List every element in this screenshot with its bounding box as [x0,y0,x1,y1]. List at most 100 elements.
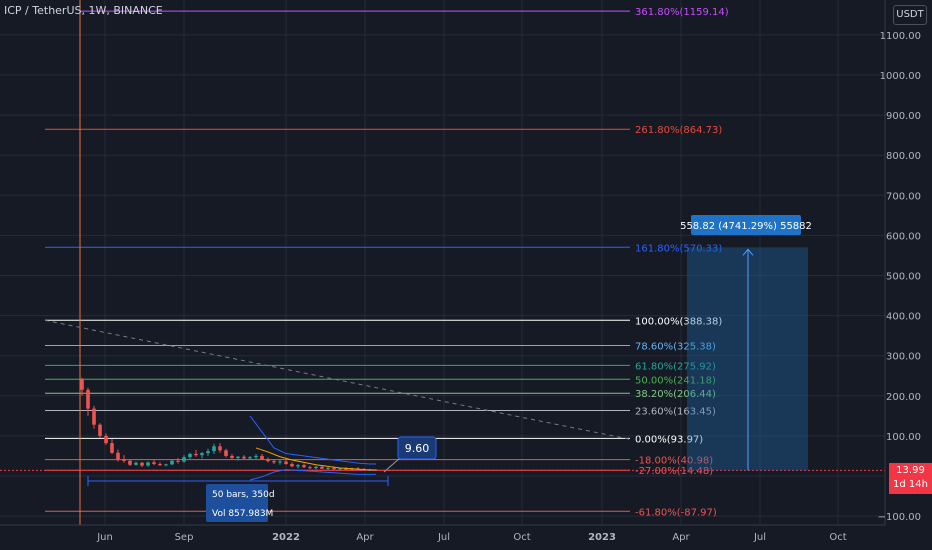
candle-body [374,469,378,471]
envelope-lower [249,469,376,481]
fib-level-label: 23.60%(163.45) [635,406,716,417]
candle-body [128,460,132,465]
fib-level-label: -27.00%(14.48) [635,466,713,477]
candle-body [140,462,144,466]
price-tick-label: 200.00 [886,392,921,403]
candle-body [164,464,168,466]
last-price-value: 13.99 [896,465,925,476]
candle-body [194,453,198,456]
price-tick-label: 500.00 [886,272,921,283]
time-tick-label: 2023 [588,532,616,543]
candle-body [290,463,294,467]
callout-box [397,436,437,460]
candle-body [272,461,276,463]
drawings: 558.82 (4741.29%) 55882 50 bars, 350d Vol … [0,0,885,525]
fib-level-label: 100.00%(388.38) [635,316,722,327]
candle-body [182,457,186,462]
candle-body [218,446,222,451]
last-price-badge: 13.99 1d 14h [889,463,932,494]
quote-unit-badge[interactable]: USDT [893,5,927,25]
candle-body [80,378,84,390]
candle-body [266,459,270,462]
time-tick-label: Oct [513,532,530,543]
candle-body [170,460,174,465]
date-range-bars: 50 bars, 350d [212,490,275,500]
candle-body [302,465,306,468]
price-tick-label: −100.00 [878,512,921,523]
candle-body [236,456,240,458]
candle-body [152,462,156,464]
candle-body [260,455,264,460]
candle-body [254,455,258,458]
candle-body [134,462,138,465]
fib-level-label: 361.80%(1159.14) [635,7,729,18]
time-tick-label: Oct [829,532,846,543]
candle-body [98,424,102,436]
moving-average [255,447,377,471]
candle-body [326,467,330,469]
candle-body [230,455,234,458]
candles [80,377,378,481]
price-tick-label: 900.00 [886,111,921,122]
candle-body [284,461,288,464]
candle-body [188,453,192,458]
candle-body [176,460,180,462]
candle-body [116,452,120,460]
price-tick-label: 700.00 [886,191,921,202]
time-tick-label: 2022 [272,532,300,543]
fib-level-label: 261.80%(864.73) [635,125,722,136]
callout-label: 9.60 [405,442,430,455]
candle-body [104,435,108,444]
candle-body [200,453,204,456]
fib-level-label: 78.60%(325.38) [635,342,716,353]
fib-level-label: -18.00%(40.98) [635,456,713,467]
price-tick-label: 1100.00 [880,31,921,42]
candle-body [206,451,210,454]
candle-body [320,466,324,469]
candle-body [314,466,318,468]
price-tick-label: 400.00 [886,312,921,323]
date-range-volume: Vol 857.983M [212,509,273,519]
candle-body [92,408,96,425]
fib-level-label: 38.20%(206.44) [635,389,716,400]
price-tick-label: 800.00 [886,151,921,162]
candle-body [224,450,228,456]
candle-body [86,389,90,409]
fib-levels: 361.80%(1159.14) 261.80%(864.73) 161.80%(5… [45,7,729,518]
price-tick-label: 300.00 [886,352,921,363]
time-tick-label: Apr [672,532,690,543]
time-tick-label: Jul [437,532,450,543]
fib-level-label: -61.80%(-87.97) [635,507,717,518]
symbol-title[interactable]: ICP / TetherUS, 1W, BINANCE [4,4,163,17]
fib-level-label: 61.80%(275.92) [635,361,716,372]
candle-body [212,446,216,452]
measure-label: 558.82 (4741.29%) 55882 [680,221,812,232]
time-tick-label: Jul [753,532,766,543]
measure-arrow-head [742,248,754,256]
callout-pointer [383,457,401,473]
candle-body [248,457,252,459]
measure-label-box [691,215,801,235]
time-tick-label: Sep [175,532,194,543]
candle-body [332,467,336,470]
bar-countdown: 1d 14h [893,479,928,490]
candle-body [110,443,114,453]
candle-body [242,456,246,459]
fib-level-label: 0.00%(93.97) [635,434,703,445]
price-tick-label: 100.00 [886,432,921,443]
candle-body [158,463,162,466]
candle-body [338,468,342,470]
candle-body [296,465,300,467]
envelope-upper [249,415,376,465]
candle-body [344,468,348,470]
candle-body [122,459,126,461]
fib-trend-line [44,319,631,440]
candle-body [308,467,312,469]
price-tick-label: 1000.00 [880,71,921,82]
fib-level-label: 161.80%(570.33) [635,243,722,254]
time-tick-label: Jun [96,532,113,543]
price-tick-label: 600.00 [886,231,921,242]
fib-level-label: 50.00%(241.18) [635,375,716,386]
time-tick-label: Apr [356,532,374,543]
